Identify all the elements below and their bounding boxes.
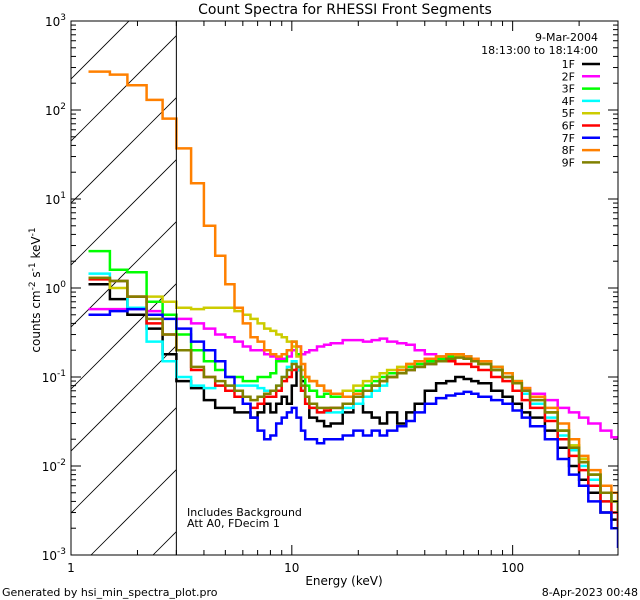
hatch-line	[215, 0, 640, 555]
legend-label-9F: 9F	[562, 156, 575, 169]
y-axis-label: counts cm-2 s-1 keV-1	[28, 227, 43, 352]
y-tick-label: 10-3	[42, 547, 66, 563]
y-axis: 10-3 10-2 10-1 100 101 102 103	[42, 13, 618, 563]
legend-label-4F: 4F	[562, 95, 575, 108]
series-2F	[88, 307, 618, 440]
hatch-line	[71, 345, 177, 452]
x-tick-label: 10	[284, 561, 299, 575]
y-tick-label: 10-2	[42, 458, 66, 474]
legend-label-7F: 7F	[562, 132, 575, 145]
legend-label-3F: 3F	[562, 83, 575, 96]
y-tick-label: 10-1	[42, 369, 66, 385]
hatch-line	[525, 0, 640, 555]
x-tick-label: 100	[501, 561, 524, 575]
y-tick-label: 103	[45, 13, 66, 29]
series-9F	[88, 276, 618, 513]
y-tick-label: 102	[45, 102, 66, 118]
legend-label-1F: 1F	[562, 58, 575, 71]
y-tick-label: 101	[45, 191, 66, 207]
hatch-line	[0, 0, 133, 555]
hatch-line	[277, 0, 640, 555]
annotation-attenuator: Att A0, FDecim 1	[187, 517, 280, 530]
legend-label-8F: 8F	[562, 144, 575, 157]
y-tick-label: 100	[45, 280, 66, 296]
legend-label-6F: 6F	[562, 120, 575, 133]
chart-title: Count Spectra for RHESSI Front Segments	[198, 2, 492, 18]
series-8F	[88, 70, 618, 502]
footer-generated-by: Generated by hsi_min_spectra_plot.pro	[2, 586, 218, 599]
x-axis-label: Energy (keV)	[305, 574, 382, 588]
hatch-line	[71, 407, 177, 514]
hatch-line	[71, 221, 177, 328]
legend-label-2F: 2F	[562, 70, 575, 83]
legend-time-range: 18:13:00 to 18:14:00	[481, 44, 598, 57]
series-3F	[88, 249, 618, 513]
legend-label-5F: 5F	[562, 107, 575, 120]
hatch-line	[401, 0, 640, 555]
legend-date: 9-Mar-2004	[535, 31, 598, 44]
hatch-line	[71, 21, 130, 80]
hatch-line	[90, 469, 177, 555]
series-7F	[88, 307, 618, 548]
x-tick-label: 1	[67, 561, 75, 575]
annotation-background: Includes Background	[187, 506, 302, 519]
x-axis: 1 10 100	[67, 21, 619, 575]
hatch-line	[339, 0, 640, 555]
footer-timestamp: 8-Apr-2023 00:48	[542, 586, 638, 599]
hatch-line	[71, 35, 177, 142]
hatch-line	[71, 159, 177, 266]
series-layer	[88, 70, 618, 548]
hatched-region	[0, 0, 640, 555]
